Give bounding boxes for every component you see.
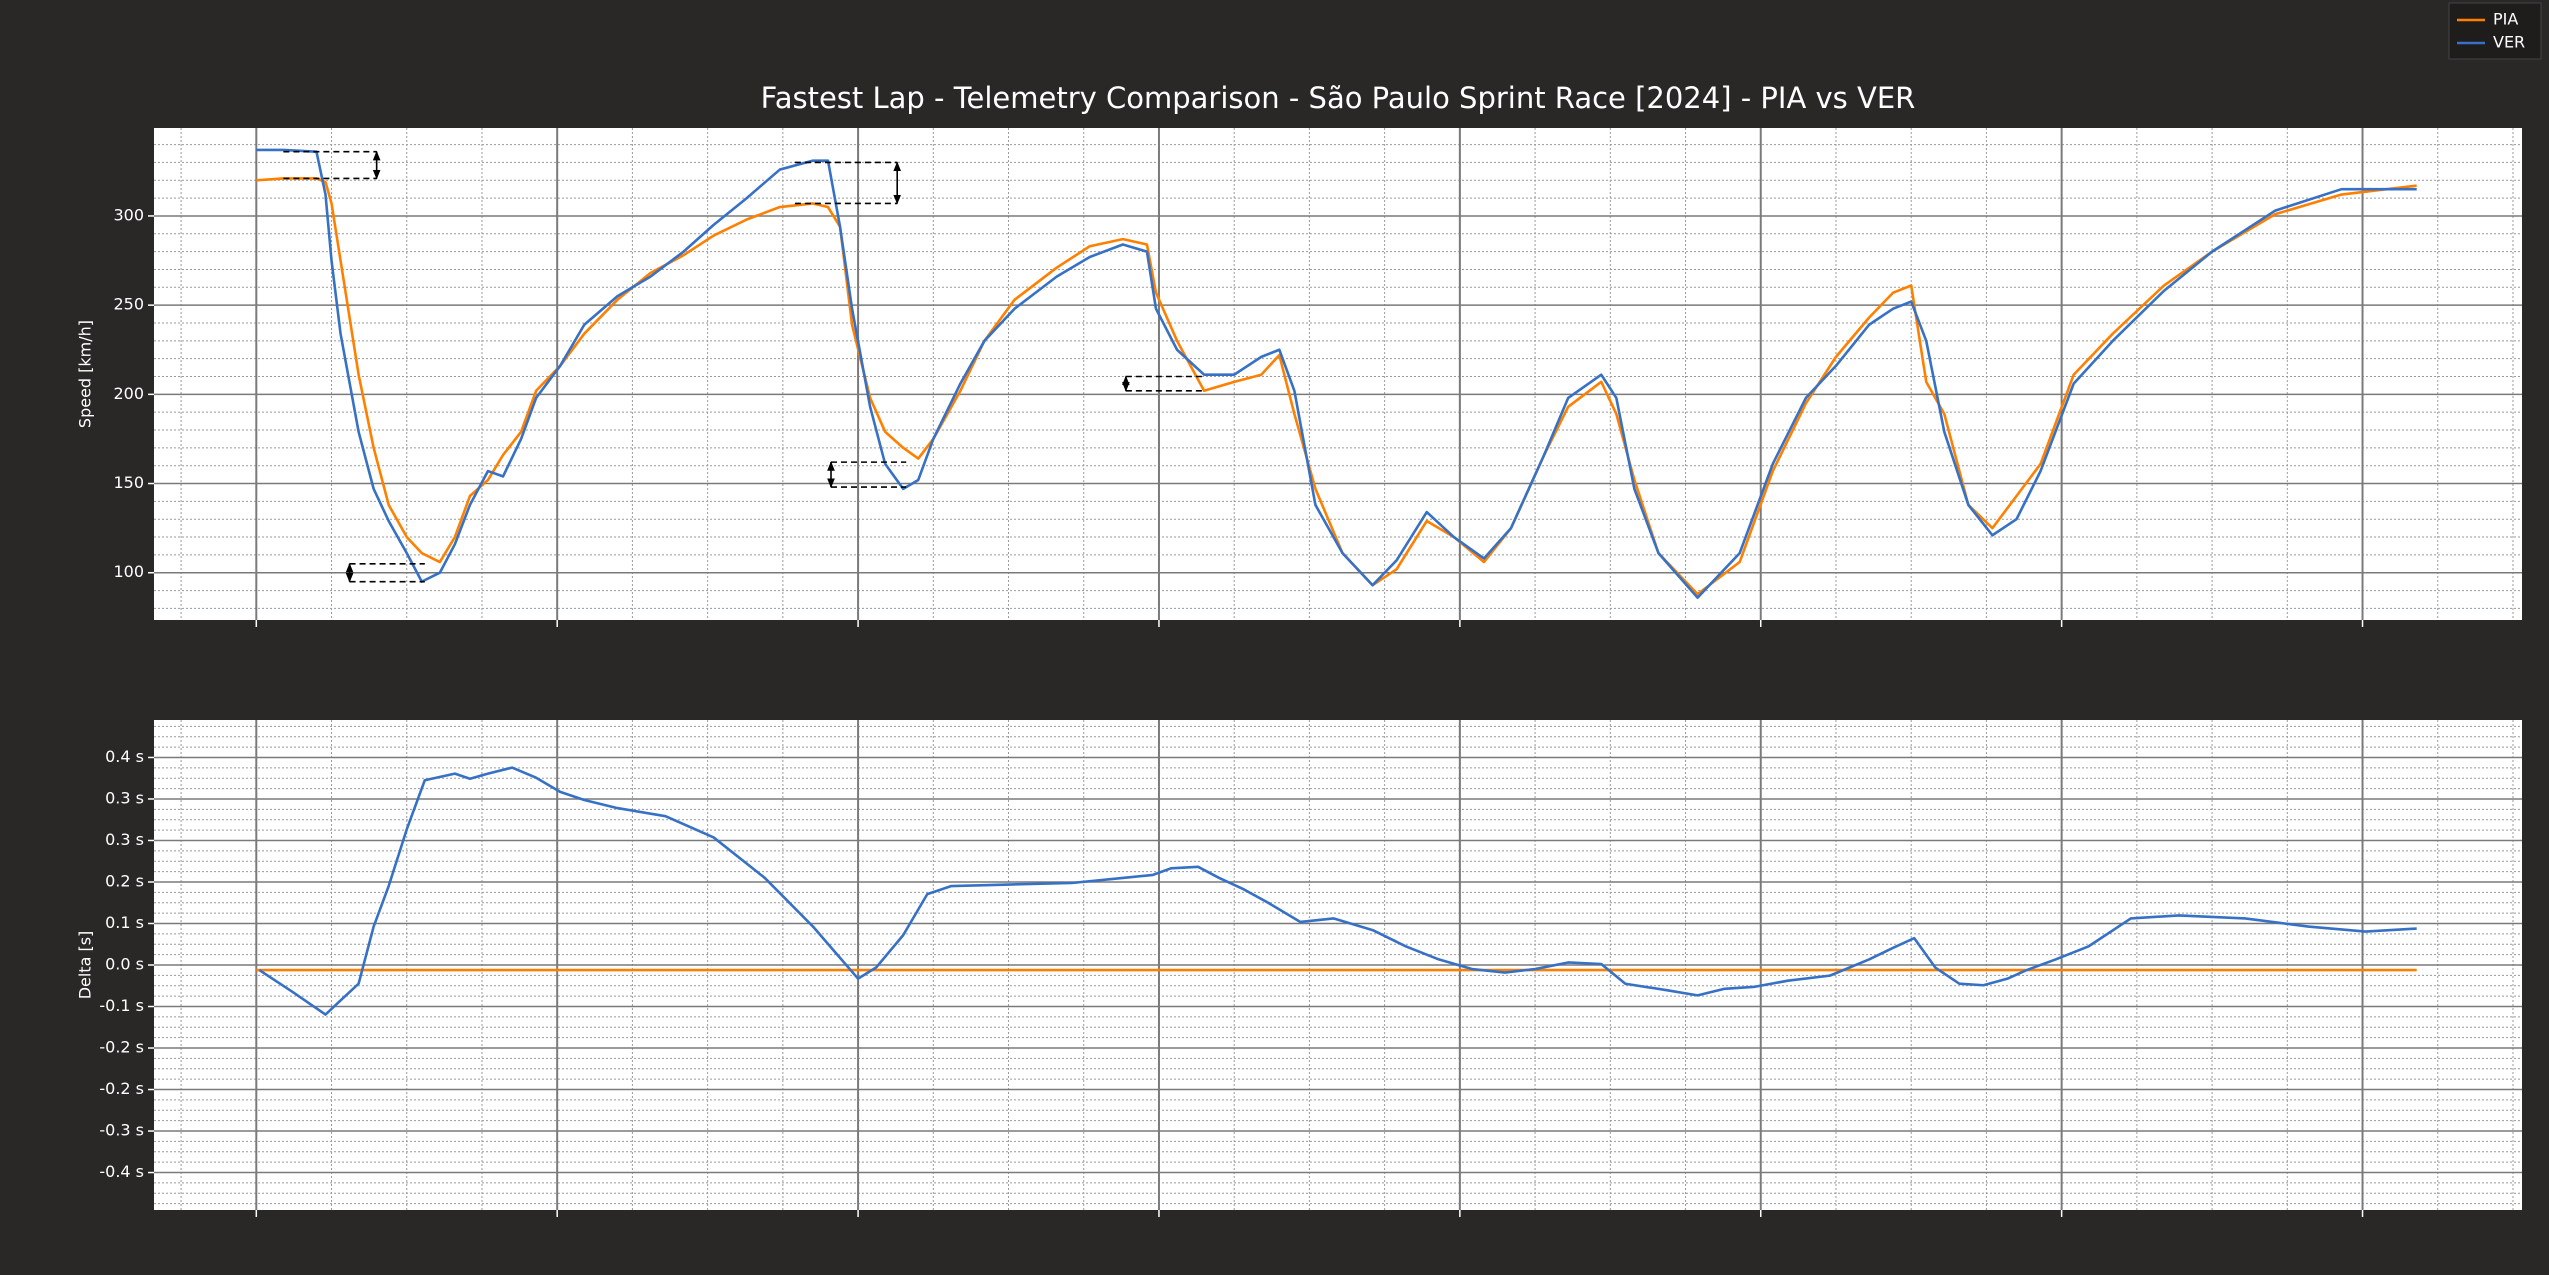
y-tick-label: 0.3 s (105, 788, 144, 807)
chart-title: Fastest Lap - Telemetry Comparison - São… (761, 81, 1916, 115)
y-tick-label: 100 (113, 562, 144, 581)
y-tick-label: 200 (113, 384, 144, 403)
y-tick-label: 300 (113, 205, 144, 224)
y-tick-label: 0.0 s (105, 955, 144, 974)
y-axis-label: Delta [s] (76, 931, 95, 1000)
y-tick-label: 150 (113, 473, 144, 492)
y-tick-label: -0.2 s (99, 1079, 144, 1098)
legend-box (2448, 2, 2542, 60)
series-line (256, 148, 2417, 600)
y-tick-label: 0.4 s (105, 747, 144, 766)
legend-label: VER (2493, 33, 2525, 52)
y-tick-label: -0.4 s (99, 1162, 144, 1181)
y-tick-label: -0.1 s (99, 996, 144, 1015)
y-tick-label: -0.3 s (99, 1121, 144, 1140)
series-line (258, 766, 2417, 1016)
series-line (256, 177, 2417, 596)
y-tick-label: -0.2 s (99, 1038, 144, 1057)
y-tick-label: 0.1 s (105, 913, 144, 932)
y-tick-label: 0.2 s (105, 871, 144, 890)
y-tick-label: 0.3 s (105, 830, 144, 849)
y-tick-label: 250 (113, 295, 144, 314)
plot-area (154, 128, 2522, 620)
legend-label: PIA (2493, 10, 2518, 29)
y-axis-label: Speed [km/h] (76, 320, 95, 428)
